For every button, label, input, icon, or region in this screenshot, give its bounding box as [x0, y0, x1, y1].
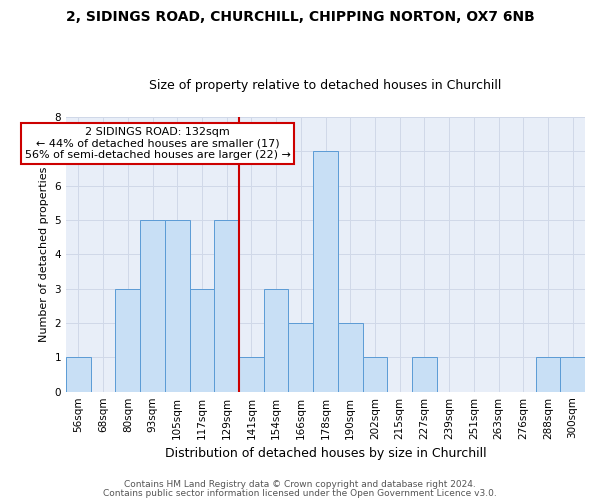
Bar — [536, 358, 560, 392]
Bar — [313, 151, 338, 392]
Bar — [338, 323, 362, 392]
Text: 2, SIDINGS ROAD, CHURCHILL, CHIPPING NORTON, OX7 6NB: 2, SIDINGS ROAD, CHURCHILL, CHIPPING NOR… — [65, 10, 535, 24]
Text: Contains public sector information licensed under the Open Government Licence v3: Contains public sector information licen… — [103, 490, 497, 498]
Bar — [560, 358, 585, 392]
Bar — [412, 358, 437, 392]
Bar — [264, 288, 289, 392]
Text: Contains HM Land Registry data © Crown copyright and database right 2024.: Contains HM Land Registry data © Crown c… — [124, 480, 476, 489]
Y-axis label: Number of detached properties: Number of detached properties — [39, 166, 49, 342]
Title: Size of property relative to detached houses in Churchill: Size of property relative to detached ho… — [149, 79, 502, 92]
Bar — [214, 220, 239, 392]
Bar — [239, 358, 264, 392]
Bar — [115, 288, 140, 392]
Bar — [190, 288, 214, 392]
Text: 2 SIDINGS ROAD: 132sqm
← 44% of detached houses are smaller (17)
56% of semi-det: 2 SIDINGS ROAD: 132sqm ← 44% of detached… — [25, 127, 290, 160]
X-axis label: Distribution of detached houses by size in Churchill: Distribution of detached houses by size … — [164, 447, 487, 460]
Bar — [362, 358, 387, 392]
Bar — [165, 220, 190, 392]
Bar — [140, 220, 165, 392]
Bar — [66, 358, 91, 392]
Bar — [289, 323, 313, 392]
